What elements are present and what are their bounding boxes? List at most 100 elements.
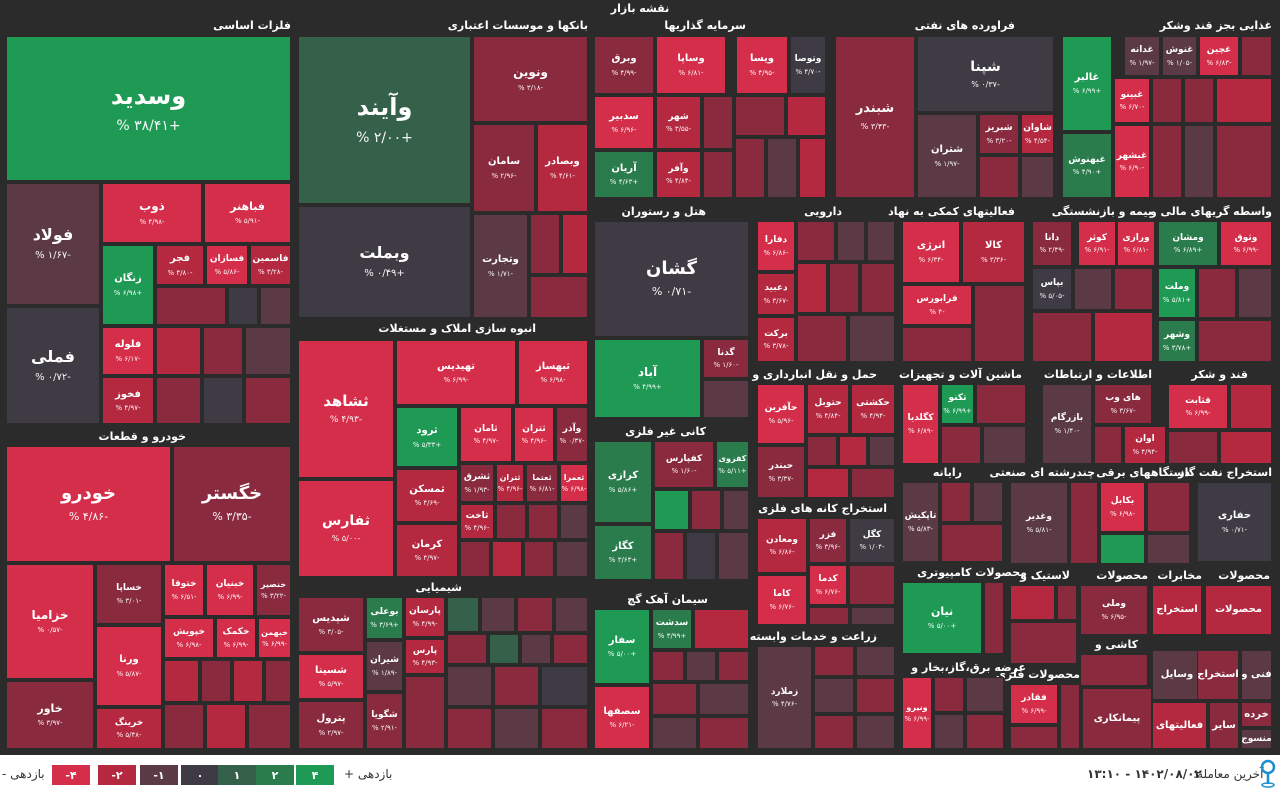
stock-tile[interactable]: ذوب -۴/۹۸ % [102, 183, 202, 243]
stock-tile[interactable] [1168, 431, 1218, 464]
stock-tile[interactable]: ثمسکن -۴/۶۹ % [396, 469, 458, 522]
stock-tile[interactable]: ثشاهد -۴/۹۳ % [298, 340, 394, 478]
stock-tile[interactable] [691, 490, 721, 530]
stock-tile[interactable]: سدبیر -۶/۹۶ % [594, 96, 654, 149]
stock-tile[interactable] [164, 704, 204, 749]
stock-tile[interactable]: سامان -۲/۹۶ % [473, 124, 535, 212]
stock-tile[interactable] [1057, 585, 1077, 620]
stock-tile[interactable] [966, 677, 1004, 712]
stock-tile[interactable]: خودرو -۴/۸۶ % [6, 446, 171, 562]
stock-tile[interactable] [1010, 726, 1058, 749]
stock-tile[interactable]: شگویا -۲/۹۱ % [366, 693, 403, 749]
stock-tile[interactable]: غدانه -۱/۹۷ % [1124, 36, 1160, 76]
stock-tile[interactable] [829, 263, 859, 313]
stock-tile[interactable] [1220, 431, 1272, 464]
stock-tile[interactable] [447, 708, 492, 749]
stock-tile[interactable]: فزر -۳/۹۶ % [809, 518, 847, 563]
stock-tile[interactable] [718, 532, 749, 580]
stock-tile[interactable] [1147, 482, 1190, 532]
stock-tile[interactable]: وتوصا -۴/۷۰ % [790, 36, 826, 94]
stock-tile[interactable]: تکنو +۶/۹۹ % [941, 384, 974, 424]
stock-tile[interactable] [447, 634, 487, 664]
stock-tile[interactable] [694, 609, 749, 649]
stock-tile[interactable] [156, 287, 226, 325]
stock-tile[interactable]: منسوج [1241, 729, 1272, 749]
stock-tile[interactable]: شسینا -۵/۹۷ % [298, 654, 364, 699]
stock-tile[interactable] [1198, 268, 1236, 318]
stock-tile[interactable] [934, 714, 964, 749]
stock-tile[interactable]: حفاری -۰/۷۱ % [1197, 482, 1272, 562]
stock-tile[interactable]: کگل -۱/۰۴ % [849, 518, 895, 563]
stock-tile[interactable]: ختوقا -۶/۵۱ % [164, 564, 204, 616]
stock-tile[interactable] [699, 683, 749, 715]
stock-tile[interactable] [718, 651, 749, 681]
stock-tile[interactable] [405, 676, 445, 749]
stock-tile[interactable]: وشهر +۳/۷۸ % [1158, 320, 1196, 362]
stock-tile[interactable] [686, 532, 716, 580]
stock-tile[interactable] [524, 541, 554, 577]
stock-tile[interactable]: ورنا -۵/۸۷ % [96, 626, 162, 706]
stock-tile[interactable]: کرازی +۵/۸۶ % [594, 441, 652, 523]
stock-tile[interactable]: غبهنوش +۴/۹۰ % [1062, 133, 1112, 198]
stock-tile[interactable] [652, 683, 697, 715]
stock-tile[interactable] [1060, 684, 1080, 749]
stock-tile[interactable] [1230, 384, 1272, 429]
stock-tile[interactable] [1114, 268, 1153, 310]
stock-tile[interactable]: خگستر -۳/۳۵ % [173, 446, 291, 562]
stock-tile[interactable]: خبهمن -۶/۹۹ % [258, 618, 291, 658]
stock-tile[interactable] [156, 377, 201, 424]
stock-tile[interactable] [1216, 78, 1272, 123]
stock-tile[interactable]: وآیند +۲/۰۰ % [298, 36, 471, 204]
stock-tile[interactable]: پیمانکاری [1082, 688, 1152, 749]
stock-tile[interactable] [1074, 268, 1112, 310]
stock-tile[interactable]: وسایل [1152, 650, 1202, 700]
stock-tile[interactable] [494, 666, 539, 706]
stock-tile[interactable] [787, 96, 826, 136]
stock-tile[interactable] [984, 582, 1004, 654]
stock-tile[interactable] [1070, 482, 1098, 564]
stock-tile[interactable]: تهیدیس -۶/۹۹ % [396, 340, 516, 405]
stock-tile[interactable]: غبشهر -۶/۹۰ % [1114, 125, 1150, 198]
stock-tile[interactable] [867, 221, 895, 261]
stock-tile[interactable] [156, 327, 201, 375]
stock-tile[interactable]: فاسمین -۳/۲۸ % [250, 245, 291, 285]
stock-tile[interactable] [652, 717, 697, 749]
stock-tile[interactable] [489, 634, 519, 664]
stock-tile[interactable]: ویسا -۴/۹۵ % [736, 36, 788, 94]
stock-tile[interactable]: سفار +۵/۰۰ % [594, 609, 650, 684]
stock-tile[interactable] [233, 660, 263, 702]
stock-tile[interactable]: فملی -۰/۷۲ % [6, 307, 100, 424]
stock-tile[interactable] [1152, 78, 1182, 123]
stock-tile[interactable] [849, 315, 895, 362]
location-pin-icon[interactable] [1259, 758, 1277, 788]
stock-tile[interactable] [973, 482, 1003, 522]
stock-tile[interactable]: وبملت +۰/۴۹ % [298, 206, 471, 318]
stock-tile[interactable]: شپنا -۰/۳۷ % [917, 36, 1054, 112]
stock-tile[interactable]: ثرود +۵/۳۳ % [396, 407, 458, 467]
stock-tile[interactable] [797, 315, 847, 362]
stock-tile[interactable]: پترول -۲/۹۷ % [298, 701, 364, 749]
stock-tile[interactable] [1094, 426, 1122, 464]
stock-tile[interactable]: نیان +۵/۰۰ % [902, 582, 982, 654]
stock-tile[interactable]: بکابل -۶/۹۸ % [1100, 482, 1145, 532]
stock-tile[interactable] [983, 426, 1026, 464]
stock-tile[interactable] [245, 377, 291, 424]
stock-tile[interactable]: استخراج [1152, 585, 1202, 635]
stock-tile[interactable] [555, 597, 588, 632]
stock-tile[interactable]: ثفارس -۵/۰۰ % [298, 480, 394, 577]
stock-tile[interactable] [494, 708, 539, 749]
stock-tile[interactable] [1198, 320, 1272, 362]
stock-tile[interactable]: خبنیان -۶/۹۹ % [206, 564, 254, 616]
stock-tile[interactable]: فقادر -۶/۹۹ % [1010, 684, 1058, 724]
stock-tile[interactable]: وبرق -۴/۹۹ % [594, 36, 654, 94]
stock-tile[interactable] [797, 263, 827, 313]
stock-tile[interactable] [1184, 78, 1214, 123]
stock-tile[interactable]: فعالیتهای [1152, 702, 1207, 749]
stock-tile[interactable] [1032, 312, 1092, 362]
stock-tile[interactable]: دعبید -۳/۶۷ % [757, 273, 795, 315]
stock-tile[interactable]: وملی -۶/۹۵ % [1080, 585, 1148, 635]
stock-tile[interactable] [245, 327, 291, 375]
stock-tile[interactable]: دانا -۲/۴۹ % [1032, 221, 1072, 266]
stock-tile[interactable]: کرمان -۴/۹۷ % [396, 524, 458, 577]
stock-tile[interactable] [703, 151, 733, 198]
